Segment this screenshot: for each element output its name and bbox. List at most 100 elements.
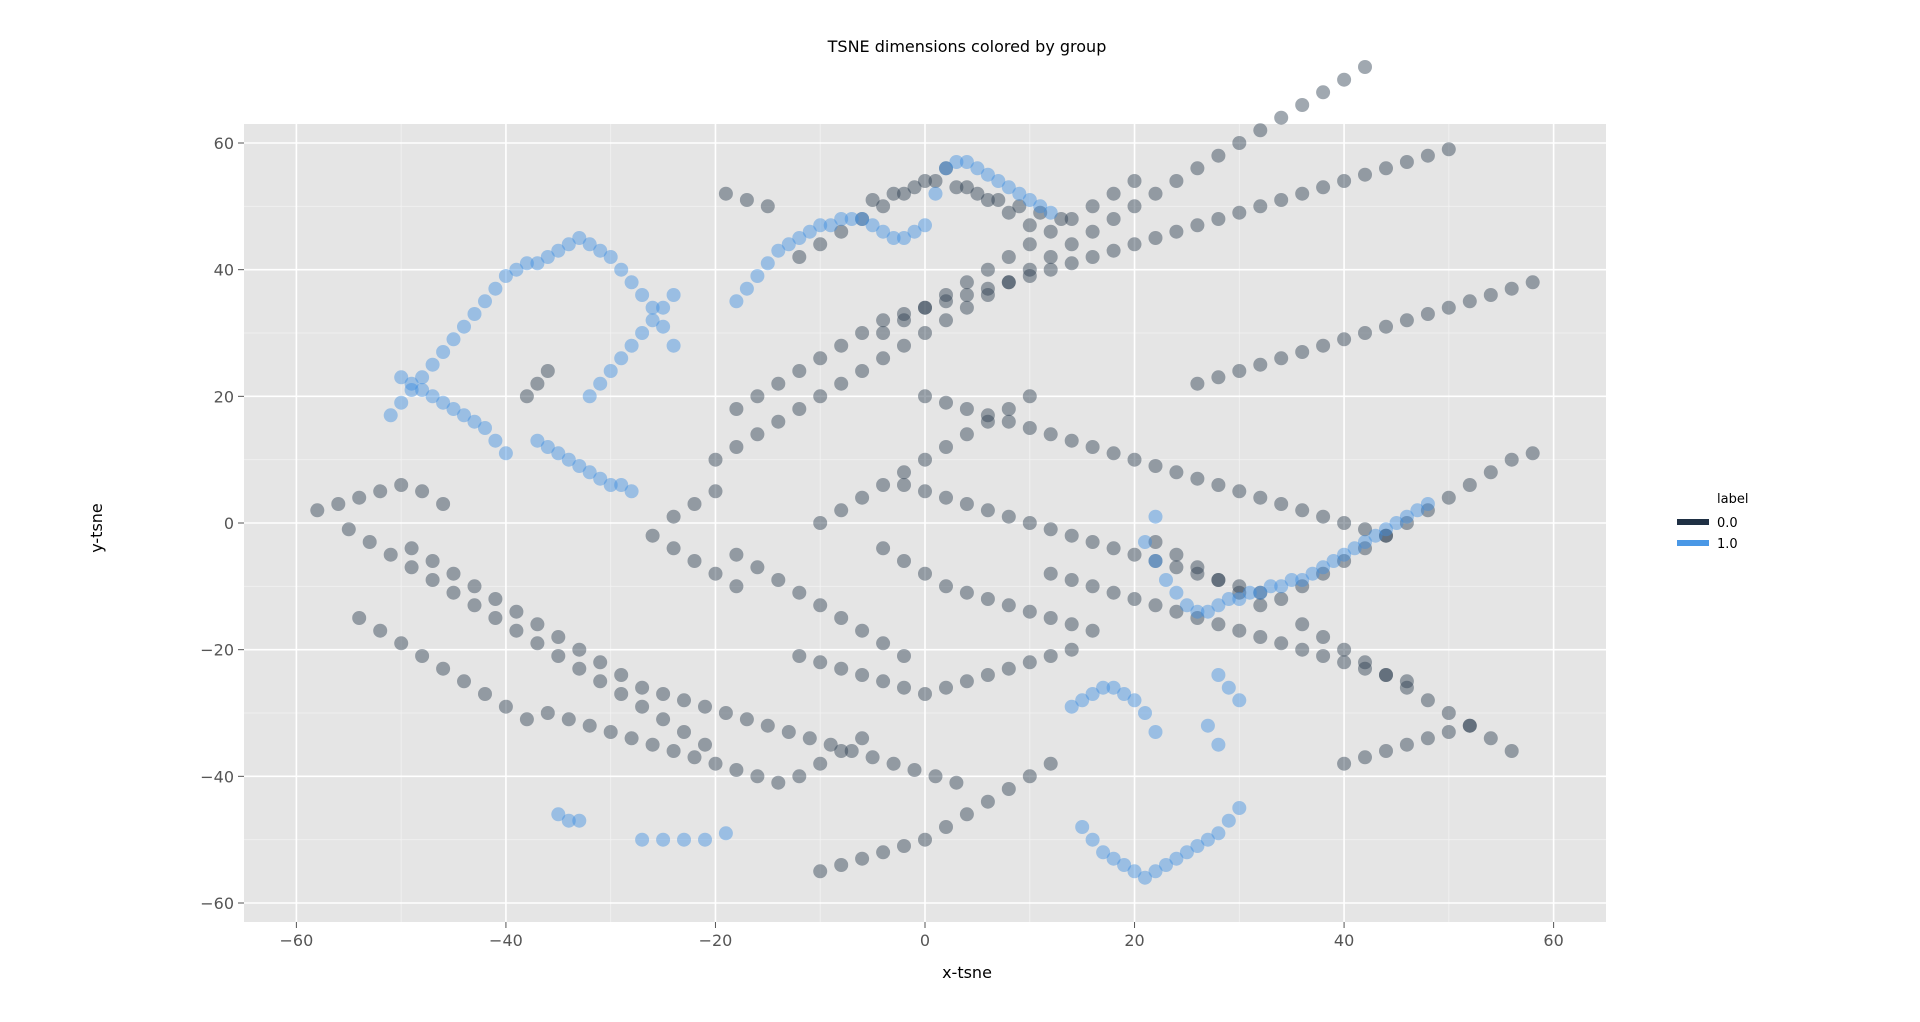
data-point-series-0	[1190, 218, 1205, 233]
data-point-series-0	[1358, 750, 1372, 765]
data-point-series-0	[467, 598, 482, 613]
data-point-series-0	[897, 338, 911, 353]
data-point-series-0	[1420, 307, 1435, 321]
data-point-series-1	[1138, 535, 1152, 549]
data-point-series-0	[834, 376, 849, 391]
data-point-series-1	[959, 155, 974, 169]
data-point-series-0	[771, 573, 786, 587]
data-point-series-0	[1462, 294, 1477, 309]
data-point-series-0	[855, 731, 870, 746]
data-point-series-1	[1190, 839, 1205, 853]
data-point-series-0	[415, 484, 430, 499]
data-point-series-1	[635, 832, 650, 847]
data-point-series-0	[656, 712, 671, 727]
data-point-series-0	[959, 674, 974, 689]
data-point-series-0	[959, 497, 974, 511]
x-axis-title: x-tsne	[942, 963, 992, 982]
data-point-series-1	[1420, 497, 1435, 511]
data-point-series-0	[708, 484, 723, 499]
data-point-series-1	[457, 319, 471, 334]
data-point-series-1	[666, 288, 681, 302]
data-point-series-0	[310, 503, 325, 518]
data-point-series-1	[1221, 813, 1236, 828]
data-point-series-0	[1253, 630, 1268, 644]
data-point-series-0	[708, 566, 723, 581]
data-point-series-0	[813, 516, 828, 530]
data-point-series-1	[918, 218, 932, 233]
data-point-series-0	[1358, 522, 1372, 537]
data-point-series-0	[897, 554, 911, 568]
data-point-series-0	[939, 294, 953, 309]
data-point-series-0	[708, 756, 723, 771]
data-point-series-0	[1169, 560, 1184, 575]
data-point-series-0	[698, 699, 712, 714]
data-point-series-0	[436, 497, 451, 511]
data-point-series-0	[1001, 414, 1016, 429]
data-point-series-1	[593, 471, 608, 486]
data-point-series-1	[1033, 199, 1048, 214]
data-point-series-0	[1169, 547, 1184, 562]
data-point-series-0	[980, 281, 995, 296]
data-point-series-0	[1232, 585, 1247, 600]
data-point-series-1	[1221, 680, 1236, 695]
data-point-series-1	[1117, 858, 1132, 872]
data-point-series-0	[352, 490, 367, 505]
data-point-series-1	[1284, 573, 1299, 587]
data-point-series-0	[813, 237, 828, 252]
data-point-series-1	[551, 446, 566, 461]
data-point-series-0	[352, 611, 367, 625]
data-point-series-1	[540, 440, 555, 454]
data-point-series-1	[614, 478, 629, 492]
data-point-series-0	[1462, 718, 1477, 733]
data-point-series-1	[561, 813, 576, 828]
data-point-series-0	[876, 636, 891, 651]
y-tick-labels: −60 −40 −20 0 20 40 60	[200, 134, 234, 913]
data-point-series-1	[1106, 680, 1121, 695]
axis-ticks	[238, 142, 1555, 928]
data-point-series-0	[677, 725, 691, 739]
data-point-series-0	[467, 579, 482, 594]
data-point-series-0	[1399, 516, 1414, 530]
data-point-series-0	[1211, 573, 1226, 587]
data-point-series-0	[1106, 212, 1121, 226]
y-tick-label: 60	[214, 134, 234, 153]
data-point-series-0	[446, 566, 461, 581]
data-point-series-0	[897, 307, 911, 321]
data-point-series-0	[876, 478, 891, 492]
data-point-series-0	[1043, 756, 1058, 771]
data-point-series-0	[1379, 668, 1393, 682]
data-point-series-0	[530, 376, 545, 391]
data-point-series-0	[519, 389, 534, 404]
data-point-series-1	[1221, 592, 1236, 606]
data-point-series-1	[1211, 598, 1226, 613]
data-point-series-1	[1358, 535, 1372, 549]
data-point-series-0	[1064, 237, 1079, 252]
data-point-series-0	[1106, 585, 1121, 600]
data-point-series-1	[1022, 193, 1037, 207]
data-point-series-0	[1211, 478, 1226, 492]
data-point-series-0	[1127, 174, 1142, 188]
data-point-series-0	[656, 687, 671, 701]
data-point-series-0	[1064, 433, 1079, 448]
data-point-series-0	[928, 769, 943, 784]
data-point-series-1	[1326, 554, 1341, 568]
data-point-series-0	[1148, 231, 1163, 245]
data-point-series-0	[1022, 262, 1037, 277]
data-point-series-0	[394, 636, 409, 651]
data-point-series-1	[1117, 687, 1132, 701]
data-point-series-0	[1001, 205, 1016, 220]
data-point-series-0	[959, 807, 974, 822]
data-point-series-0	[1127, 237, 1142, 252]
x-tick-label: −60	[280, 931, 314, 950]
data-point-series-0	[1127, 199, 1142, 214]
data-point-series-0	[1441, 300, 1456, 315]
y-axis-title: y-tsne	[87, 503, 106, 553]
data-point-series-0	[666, 744, 681, 758]
data-point-series-1	[478, 421, 492, 435]
data-point-series-1	[1200, 832, 1215, 847]
data-point-series-0	[959, 288, 974, 302]
data-point-series-0	[959, 585, 974, 600]
data-point-series-0	[1232, 136, 1247, 150]
data-point-series-0	[1148, 186, 1163, 201]
data-point-series-0	[928, 174, 943, 188]
